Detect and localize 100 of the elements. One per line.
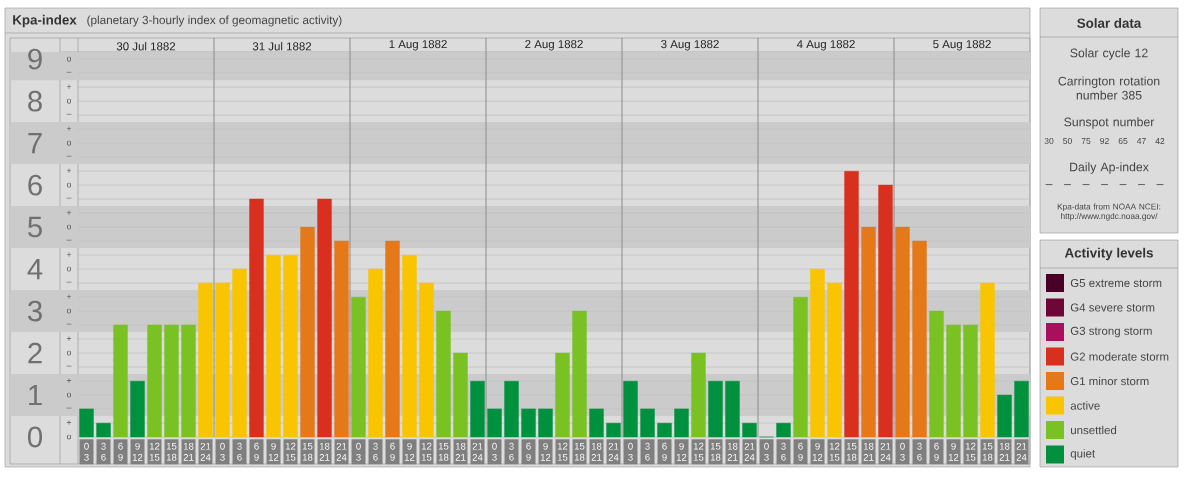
x-tick-label: 9 12 bbox=[948, 442, 959, 461]
x-tick-label: 9 12 bbox=[540, 442, 551, 461]
x-tick-label: 15 18 bbox=[710, 442, 721, 461]
text: 5 Aug 1882 bbox=[933, 40, 991, 51]
category-label: o bbox=[66, 266, 72, 272]
x-tick-label: 12 15 bbox=[693, 442, 704, 461]
y-tick-label: 2 bbox=[28, 342, 42, 364]
x-tick-label: 12 15 bbox=[557, 442, 568, 461]
category-label: + bbox=[66, 336, 72, 341]
text: Solar cycle 12 bbox=[1070, 48, 1148, 60]
legend-label: G3 strong storm bbox=[1070, 326, 1152, 338]
chart-subtitle: (planetary 3-hourly index of geomagnetic activity) bbox=[87, 15, 342, 27]
x-tick-label: 6 9 bbox=[934, 442, 939, 461]
x-tick-label: 21 24 bbox=[472, 442, 483, 461]
text: Carrington rotation number 385 bbox=[1058, 76, 1160, 100]
text: – bbox=[1064, 184, 1071, 186]
text: 65 bbox=[1118, 137, 1128, 145]
x-tick-label: 15 18 bbox=[574, 442, 585, 461]
y-tick-label: 1 bbox=[29, 384, 42, 406]
category-label: + bbox=[66, 294, 72, 299]
x-tick-label: 6 9 bbox=[254, 442, 259, 461]
text: – bbox=[1082, 184, 1090, 186]
text: 30 bbox=[1044, 137, 1054, 145]
x-tick-label: 15 18 bbox=[302, 442, 313, 461]
x-tick-label: 3 6 bbox=[237, 442, 242, 461]
x-tick-label: 6 9 bbox=[118, 442, 123, 461]
category-label: o bbox=[66, 350, 72, 356]
x-tick-label: 18 21 bbox=[455, 442, 466, 461]
text: Solar data bbox=[1077, 18, 1142, 28]
category-label: – bbox=[66, 407, 72, 409]
chart-title: Kpa-index bbox=[13, 14, 77, 28]
x-tick-label: 12 15 bbox=[829, 442, 840, 461]
x-tick-label: 18 21 bbox=[727, 442, 738, 461]
x-tick-label: 12 15 bbox=[965, 442, 976, 461]
category-label: o bbox=[66, 98, 72, 104]
x-tick-label: 18 21 bbox=[591, 442, 602, 461]
x-tick-label: 9 12 bbox=[812, 442, 823, 461]
x-tick-label: 9 12 bbox=[132, 442, 143, 461]
x-tick-label: 3 6 bbox=[917, 442, 922, 461]
legend-label: G5 extreme storm bbox=[1070, 278, 1162, 288]
text: – bbox=[1101, 184, 1108, 186]
text: 50 bbox=[1063, 137, 1072, 145]
category-label: o bbox=[66, 308, 72, 314]
x-tick-label: 21 24 bbox=[200, 442, 211, 461]
category-label: o bbox=[66, 182, 72, 188]
x-tick-label: 21 24 bbox=[608, 442, 619, 461]
y-tick-label: 3 bbox=[27, 300, 42, 322]
legend-title: Activity levels bbox=[1064, 247, 1153, 261]
x-tick-label: 21 24 bbox=[1016, 442, 1027, 461]
x-tick-label: 21 24 bbox=[744, 442, 755, 461]
x-tick-label: 3 6 bbox=[373, 442, 378, 461]
text: 42 bbox=[1155, 138, 1165, 144]
x-tick-label: 18 21 bbox=[863, 442, 874, 461]
category-label: – bbox=[66, 239, 72, 241]
category-label: + bbox=[66, 168, 72, 173]
x-tick-label: 9 12 bbox=[676, 442, 687, 461]
legend-label: unsettled bbox=[1071, 425, 1117, 435]
x-tick-label: 3 6 bbox=[101, 442, 106, 461]
y-tick-label: 6 bbox=[28, 174, 42, 196]
category-label: o bbox=[66, 224, 72, 230]
x-tick-label: 0 3 bbox=[356, 442, 361, 461]
text: 1 Aug 1882 bbox=[389, 40, 447, 51]
category-label: + bbox=[66, 126, 72, 131]
x-tick-label: 9 12 bbox=[404, 442, 415, 461]
text: – bbox=[1138, 184, 1145, 186]
text: 4 Aug 1882 bbox=[796, 40, 855, 51]
category-label: – bbox=[66, 281, 72, 283]
x-tick-label: 21 24 bbox=[336, 442, 347, 461]
x-tick-label: 0 3 bbox=[628, 442, 633, 461]
x-tick-label: 0 3 bbox=[900, 442, 905, 461]
legend-label: G4 severe storm bbox=[1070, 303, 1155, 312]
category-label: o bbox=[66, 140, 72, 146]
x-tick-label: 18 21 bbox=[999, 442, 1010, 461]
category-label: – bbox=[66, 365, 72, 367]
x-tick-label: 6 9 bbox=[798, 442, 803, 461]
x-tick-label: 0 3 bbox=[84, 442, 89, 461]
x-tick-label: 15 18 bbox=[982, 442, 993, 461]
legend-label: active bbox=[1070, 401, 1100, 410]
text: – bbox=[1119, 184, 1127, 186]
x-tick-label: 12 15 bbox=[285, 442, 296, 461]
y-tick-label: 5 bbox=[28, 216, 42, 238]
y-tick-label: 4 bbox=[27, 258, 43, 280]
category-label: + bbox=[66, 378, 72, 383]
category-label: o bbox=[66, 56, 72, 62]
text: 31 Jul 1882 bbox=[252, 41, 312, 51]
x-tick-label: 15 18 bbox=[166, 442, 177, 461]
category-label: o bbox=[66, 392, 72, 398]
text: – bbox=[1156, 184, 1164, 186]
x-tick-label: 0 3 bbox=[764, 442, 769, 461]
text: 2 Aug 1882 bbox=[525, 40, 583, 51]
y-tick-label: 9 bbox=[28, 48, 42, 70]
legend-label: G1 minor storm bbox=[1070, 376, 1149, 386]
text: Daily Ap-index bbox=[1070, 162, 1149, 174]
category-label: + bbox=[66, 210, 72, 215]
y-tick-label: 8 bbox=[28, 90, 42, 112]
y-tick-label: 0 bbox=[28, 426, 43, 448]
text: 92 bbox=[1100, 137, 1109, 145]
text: – bbox=[1045, 184, 1053, 186]
x-tick-label: 6 9 bbox=[662, 442, 667, 461]
x-tick-label: 9 12 bbox=[268, 442, 279, 461]
